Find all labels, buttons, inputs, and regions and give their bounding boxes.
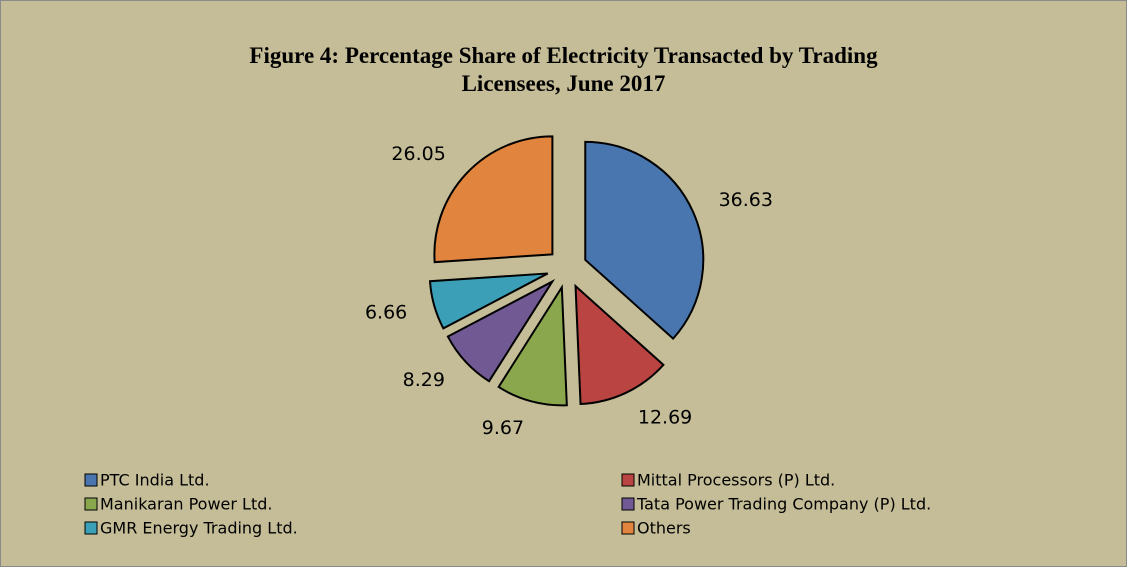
data-label: 6.66 (365, 302, 407, 324)
legend-label: Manikaran Power Ltd. (100, 495, 272, 514)
data-label: 36.63 (719, 189, 773, 211)
data-label: 9.67 (482, 417, 524, 439)
pie-slice (574, 283, 665, 406)
legend-swatch (84, 497, 98, 511)
legend-label: GMR Energy Trading Ltd. (100, 519, 298, 538)
data-label: 12.69 (638, 407, 692, 429)
data-label: 26.05 (391, 143, 445, 165)
pie-slice (446, 278, 556, 383)
legend-label: Tata Power Trading Company (P) Ltd. (636, 495, 931, 514)
legend-label: PTC India Ltd. (100, 471, 210, 490)
legend-swatch (621, 497, 635, 511)
legend-label: Others (637, 519, 691, 538)
pie-slice (497, 284, 568, 407)
legend-swatch (621, 473, 635, 487)
data-label: 8.29 (403, 369, 445, 391)
legend-swatch (621, 521, 635, 535)
pie-slice (584, 140, 705, 341)
legend-swatch (84, 473, 98, 487)
pie-slice (428, 272, 549, 330)
pie-slice (433, 135, 554, 264)
legend-label: Mittal Processors (P) Ltd. (637, 471, 835, 490)
legend-swatch (84, 521, 98, 535)
